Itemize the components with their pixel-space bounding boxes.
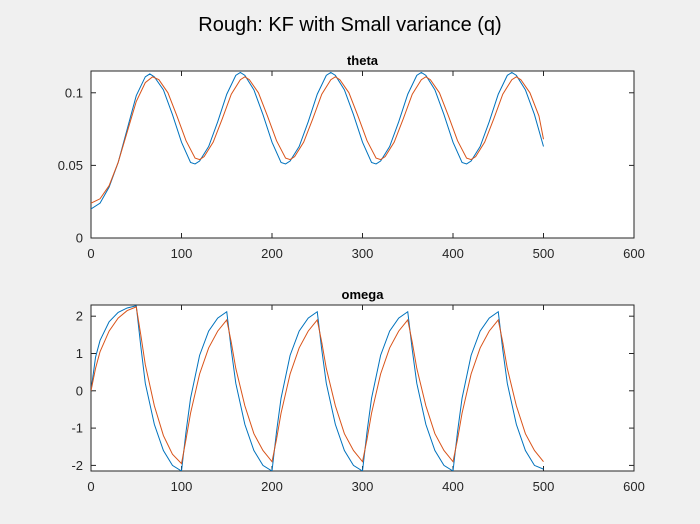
y-tick-label: 0 — [76, 383, 83, 398]
axes-title: omega — [342, 287, 385, 302]
axes-box — [90, 304, 635, 472]
x-tick-label: 200 — [261, 246, 283, 261]
series-line-1 — [91, 71, 544, 210]
y-tick-label: 1 — [76, 346, 83, 361]
x-tick-label: 0 — [87, 479, 94, 494]
x-tick-label: 400 — [442, 246, 464, 261]
x-tick-label: 100 — [171, 479, 193, 494]
y-tick-label: 2 — [76, 309, 83, 324]
x-tick-label: 0 — [87, 246, 94, 261]
x-tick-label: 300 — [352, 246, 374, 261]
y-tick-label: -2 — [71, 458, 83, 473]
x-tick-label: 500 — [533, 479, 555, 494]
series-line-1 — [91, 305, 544, 471]
axes-box — [90, 70, 635, 239]
x-tick-label: 400 — [442, 479, 464, 494]
x-tick-label: 600 — [623, 479, 645, 494]
x-tick-label: 600 — [623, 246, 645, 261]
series-line-2 — [91, 306, 544, 465]
x-tick-label: 200 — [261, 479, 283, 494]
axes-title: theta — [347, 53, 379, 68]
x-tick-label: 100 — [171, 246, 193, 261]
y-tick-label: 0.1 — [65, 85, 83, 100]
x-tick-label: 500 — [533, 246, 555, 261]
theta-axes: theta 0 100 200 300 400 500 600 0 0.05 0.1 — [58, 53, 645, 261]
omega-axes: omega 0 100 200 300 400 500 600 2 1 0 -1 -2 — [71, 287, 644, 494]
x-tick-label: 300 — [352, 479, 374, 494]
y-tick-label: 0 — [76, 231, 83, 246]
figure-title: Rough: KF with Small variance (q) — [198, 14, 501, 36]
y-tick-label: -1 — [71, 421, 83, 436]
series-line-2 — [91, 76, 544, 204]
y-tick-label: 0.05 — [58, 158, 83, 173]
